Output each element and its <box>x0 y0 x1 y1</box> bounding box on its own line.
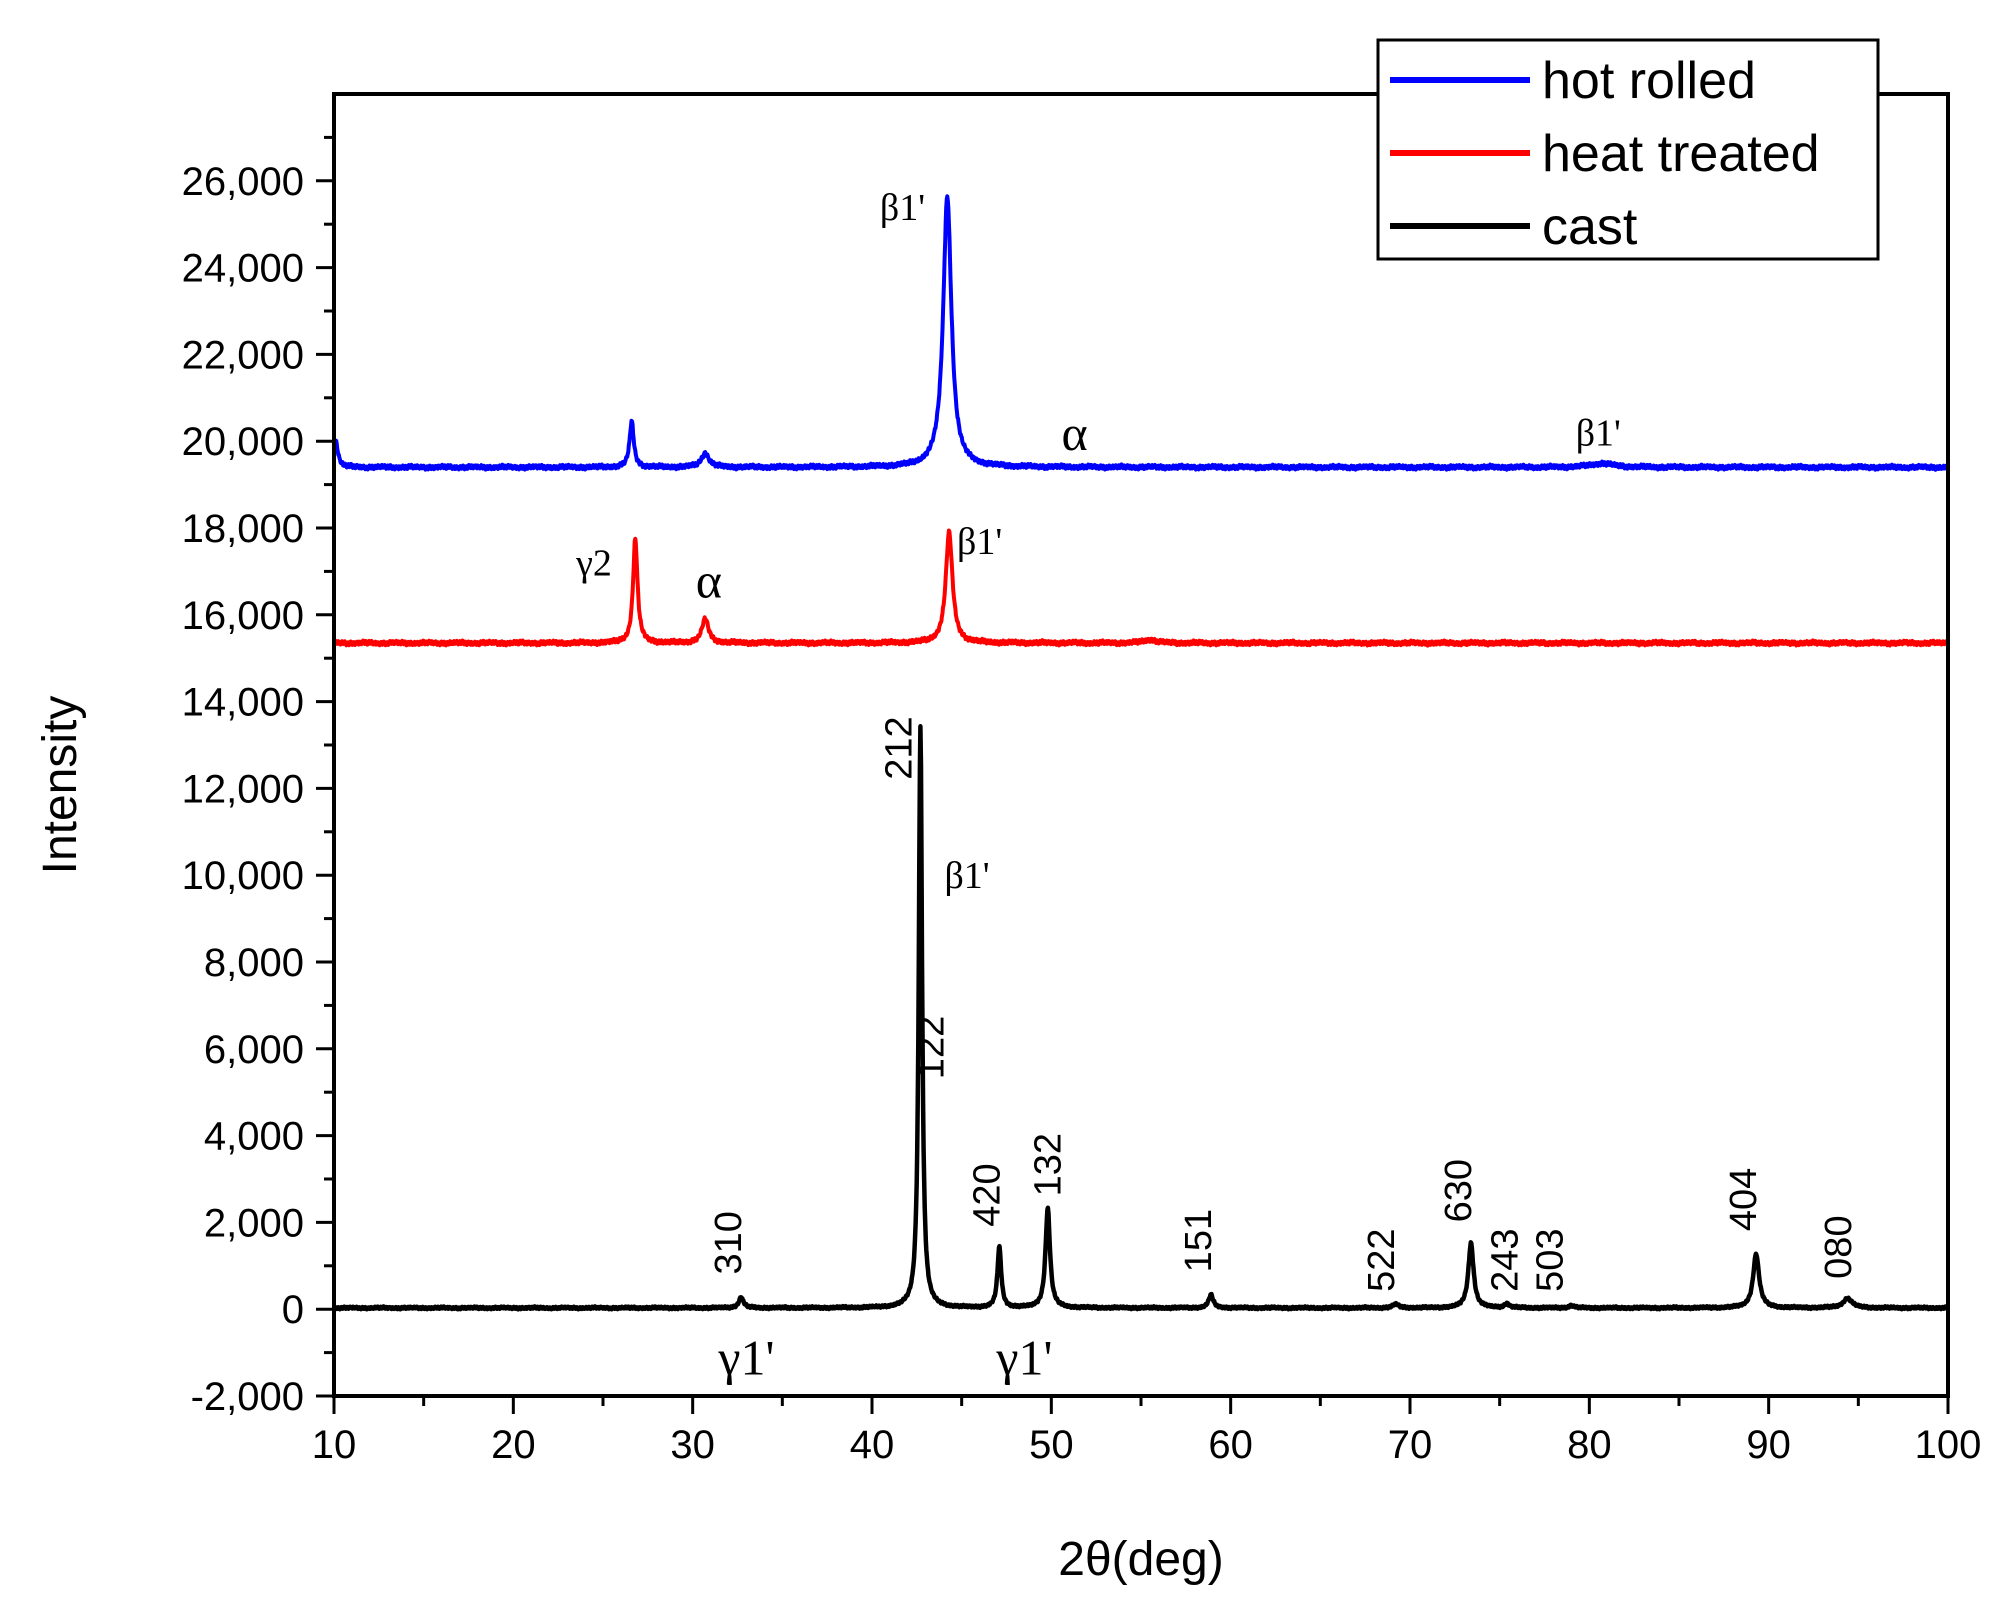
x-tick-label: 90 <box>1746 1423 1791 1467</box>
y-tick-label: 16,000 <box>182 594 304 638</box>
x-tick-label: 40 <box>850 1423 895 1467</box>
peak-label: 404 <box>1723 1168 1765 1231</box>
phase-label: α <box>1062 405 1088 461</box>
series-line-heat-treated <box>332 528 1950 648</box>
legend-label: hot rolled <box>1542 52 1756 110</box>
legend-box <box>1376 38 1880 261</box>
y-tick-label: 0 <box>282 1288 304 1332</box>
y-tick-label: 18,000 <box>182 507 304 551</box>
y-tick-label: -2,000 <box>191 1375 304 1419</box>
y-tick-label: 4,000 <box>204 1115 304 1159</box>
peak-label: 503 <box>1529 1228 1571 1291</box>
peak-label: 122 <box>911 1016 953 1079</box>
peak-label: 630 <box>1438 1159 1480 1222</box>
y-tick-label: 6,000 <box>204 1028 304 1072</box>
peak-label: 212 <box>878 716 920 779</box>
phase-label: γ2 <box>575 543 612 585</box>
y-tick-label: 10,000 <box>182 854 304 898</box>
x-axis-title: 2θ(deg) <box>1058 1533 1223 1586</box>
x-tick-label: 30 <box>670 1423 715 1467</box>
y-tick-label: 8,000 <box>204 941 304 985</box>
legend-label: cast <box>1542 198 1638 256</box>
peak-label: 151 <box>1178 1209 1220 1272</box>
peak-label: 080 <box>1818 1215 1860 1278</box>
y-axis-title: Intensity <box>34 696 87 875</box>
x-tick-label: 80 <box>1567 1423 1612 1467</box>
x-tick-label: 10 <box>312 1423 357 1467</box>
x-tick-label: 20 <box>491 1423 536 1467</box>
x-tick-label: 60 <box>1208 1423 1253 1467</box>
y-tick-label: 20,000 <box>182 420 304 464</box>
series-line-hot-rolled <box>332 194 1950 472</box>
y-tick-label: 12,000 <box>182 767 304 811</box>
x-tick-label: 50 <box>1029 1423 1074 1467</box>
y-tick-label: 22,000 <box>182 333 304 377</box>
minor-ticks <box>324 135 1860 1406</box>
y-tick-label: 2,000 <box>204 1201 304 1245</box>
phase-label: β1' <box>944 855 989 897</box>
legend: hot rolled heat treated cast <box>1376 38 1880 261</box>
peak-label: 132 <box>1027 1133 1069 1196</box>
series-layer <box>331 194 1950 1312</box>
phase-label: β1' <box>1576 413 1621 455</box>
peak-label: 243 <box>1485 1228 1527 1291</box>
phase-label: β1' <box>957 521 1002 563</box>
peak-label: 310 <box>708 1211 750 1274</box>
x-tick-labels: 10 20 30 40 50 60 70 80 90 100 <box>312 1423 1982 1467</box>
phase-label: α <box>696 552 722 608</box>
x-tick-label: 100 <box>1915 1423 1982 1467</box>
plot-frame <box>332 92 1950 1398</box>
phase-label: β1' <box>880 187 925 229</box>
phase-label: γ1' <box>717 1329 774 1385</box>
peak-label: 522 <box>1361 1228 1403 1291</box>
legend-label: heat treated <box>1542 125 1820 183</box>
y-tick-label: 14,000 <box>182 681 304 725</box>
y-tick-label: 24,000 <box>182 247 304 291</box>
y-tick-labels: -2,000 0 2,000 4,000 6,000 8,000 10,000 12,000 1… <box>182 160 304 1419</box>
phase-label: γ1' <box>995 1329 1052 1385</box>
peak-label: 420 <box>966 1163 1008 1226</box>
x-tick-label: 70 <box>1388 1423 1433 1467</box>
y-tick-label: 26,000 <box>182 160 304 204</box>
major-ticks <box>316 179 1950 1414</box>
series-line-cast <box>331 724 1950 1312</box>
